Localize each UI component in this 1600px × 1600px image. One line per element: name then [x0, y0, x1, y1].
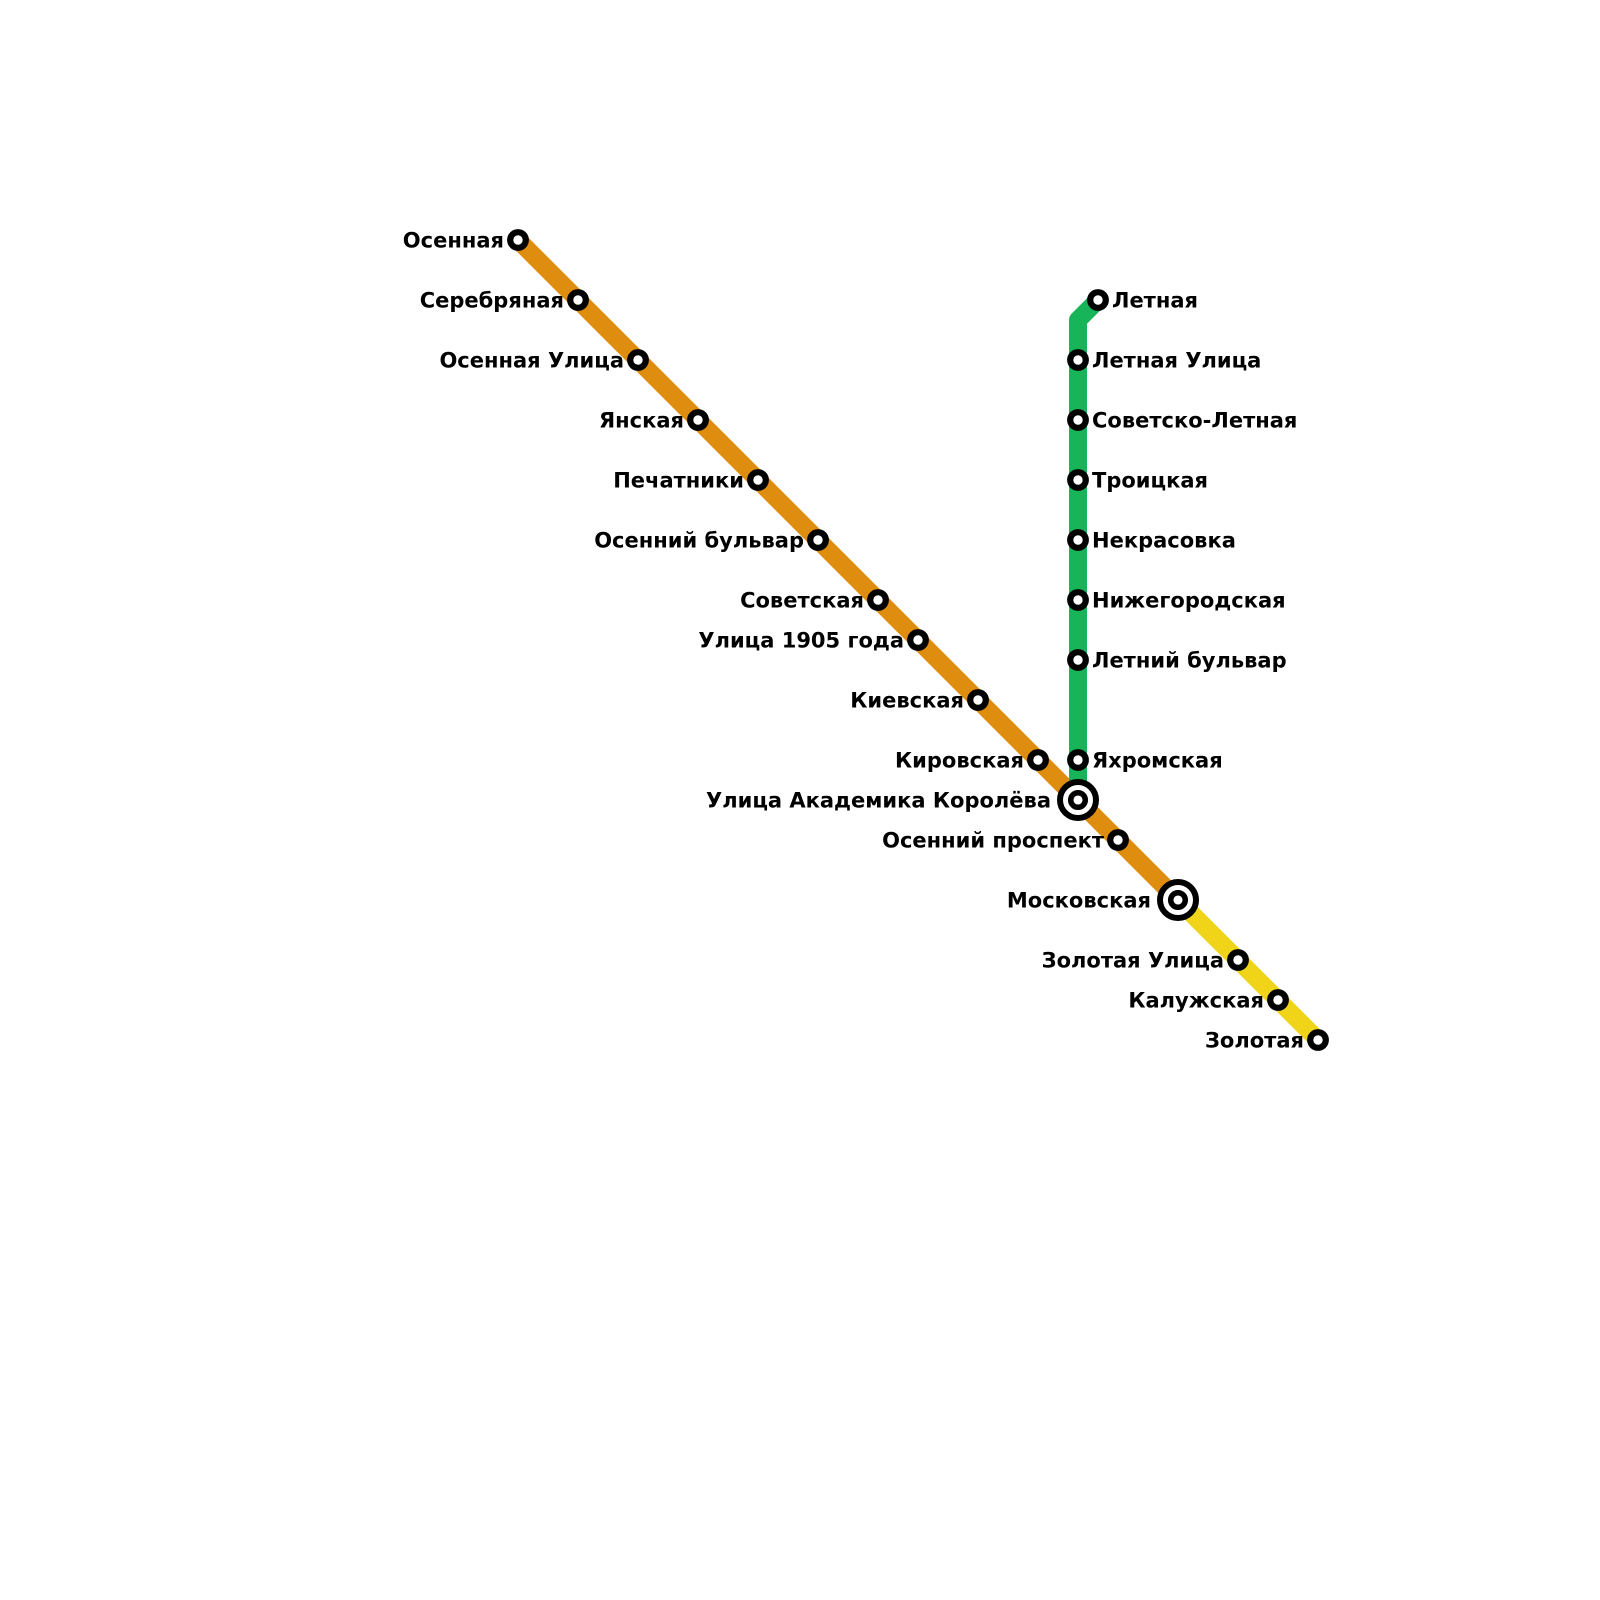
- station-label: Советско-Летная: [1092, 409, 1297, 433]
- station-label: Улица 1905 года: [698, 629, 904, 653]
- interchange-station: Улица Академика Королёва: [706, 779, 1099, 821]
- station-label: Троицкая: [1092, 469, 1208, 493]
- station: Калужская: [1128, 989, 1289, 1013]
- station: Киевская: [850, 689, 989, 713]
- station: Печатники: [613, 469, 769, 493]
- station-label: Калужская: [1128, 989, 1264, 1013]
- station: Советская: [740, 589, 889, 613]
- station: Улица 1905 года: [698, 629, 929, 653]
- station-label: Осенний бульвар: [594, 529, 804, 553]
- station: Троицкая: [1067, 469, 1208, 493]
- station-dot: [567, 289, 589, 311]
- station-label: Янская: [599, 409, 684, 433]
- station: Летная: [1087, 289, 1198, 313]
- station-label: Московская: [1007, 889, 1151, 913]
- station-label: Советская: [740, 589, 864, 613]
- station-label: Некрасовка: [1092, 529, 1236, 553]
- station-dot: [1067, 649, 1089, 671]
- station-label: Осенний проспект: [882, 829, 1105, 853]
- yellow-line: [1169, 891, 1327, 1049]
- station-label: Нижегородская: [1092, 589, 1286, 613]
- station-label: Кировская: [895, 749, 1024, 773]
- station: Яхромская: [1067, 749, 1223, 773]
- station-dot: [1067, 409, 1089, 431]
- station: Золотая: [1205, 1029, 1329, 1053]
- station-dot: [627, 349, 649, 371]
- station-dot: [967, 689, 989, 711]
- station-dot: [1067, 469, 1089, 491]
- station: Осенная: [403, 229, 529, 253]
- station-label: Осенная: [403, 229, 504, 253]
- station: Осенная Улица: [439, 349, 649, 373]
- station-label: Серебряная: [420, 289, 564, 313]
- station: Осенний проспект: [882, 829, 1129, 853]
- station-dot: [907, 629, 929, 651]
- station: Осенний бульвар: [594, 529, 829, 553]
- station-dot: [1067, 589, 1089, 611]
- station-label: Летная: [1112, 289, 1198, 313]
- station: Некрасовка: [1067, 529, 1236, 553]
- interchange-station: Московская: [1007, 879, 1199, 921]
- station-dot: [867, 589, 889, 611]
- station-label: Печатники: [613, 469, 744, 493]
- station-dot: [1167, 889, 1189, 911]
- station-dot: [1027, 749, 1049, 771]
- station-dot: [687, 409, 709, 431]
- station-label: Киевская: [850, 689, 964, 713]
- station: Серебряная: [420, 289, 589, 313]
- station: Кировская: [895, 749, 1049, 773]
- station-label: Летний бульвар: [1092, 649, 1287, 673]
- station-dot: [1267, 989, 1289, 1011]
- station-label: Летная Улица: [1092, 349, 1261, 373]
- station-dot: [1227, 949, 1249, 971]
- station-dot: [1307, 1029, 1329, 1051]
- station-label: Яхромская: [1092, 749, 1223, 773]
- station-dot: [1087, 289, 1109, 311]
- station-dot: [507, 229, 529, 251]
- station-dot: [1067, 789, 1089, 811]
- station: Золотая Улица: [1042, 949, 1249, 973]
- station-dot: [747, 469, 769, 491]
- station-dot: [1067, 529, 1089, 551]
- station-dot: [1107, 829, 1129, 851]
- station: Советско-Летная: [1067, 409, 1297, 433]
- station-label: Улица Академика Королёва: [706, 789, 1051, 813]
- station-label: Золотая: [1205, 1029, 1304, 1053]
- station: Летний бульвар: [1067, 649, 1287, 673]
- station: Летная Улица: [1067, 349, 1261, 373]
- station-label: Осенная Улица: [439, 349, 624, 373]
- station-dot: [1067, 749, 1089, 771]
- station-dot: [1067, 349, 1089, 371]
- station-label: Золотая Улица: [1042, 949, 1224, 973]
- station-dot: [807, 529, 829, 551]
- station: Янская: [599, 409, 709, 433]
- station: Нижегородская: [1067, 589, 1286, 613]
